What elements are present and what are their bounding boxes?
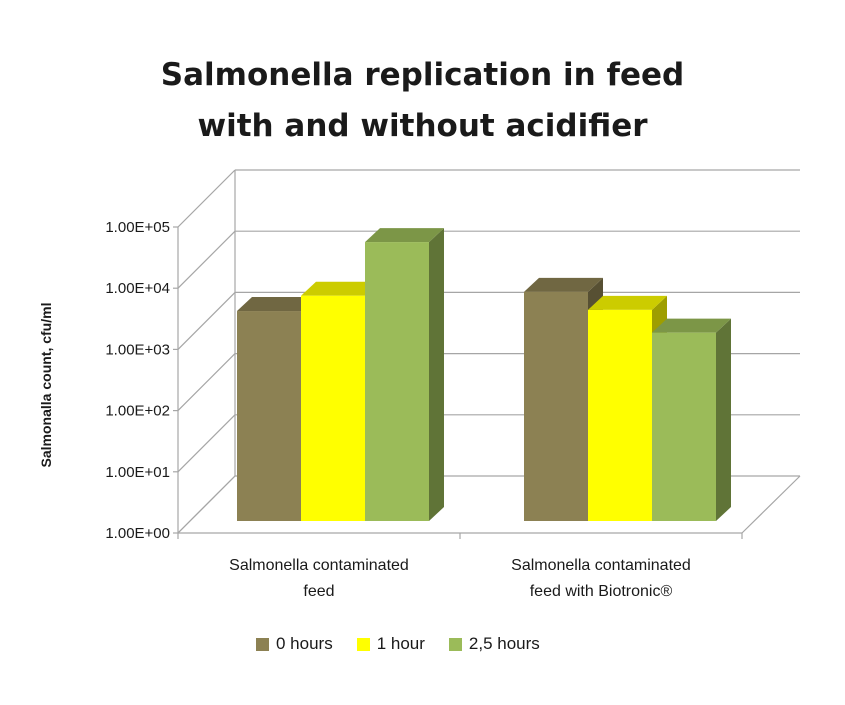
bar-side <box>429 228 444 521</box>
legend-swatch <box>356 637 370 651</box>
y-tick-label: 1.00E+02 <box>105 403 170 420</box>
x-tick-labels: Salmonella contaminated feed Salmonella co… <box>229 557 691 600</box>
bar-front <box>237 311 301 521</box>
gridline-diagonal <box>177 291 236 350</box>
chart-title-line-2: with and without acidifier <box>197 108 648 144</box>
gridline-diagonal <box>177 230 236 289</box>
y-tick-labels: 1.00E+00 1.00E+01 1.00E+02 1.00E+03 1.00E+04… <box>105 219 170 542</box>
chart-title: Salmonella replication in feed with and … <box>0 50 845 152</box>
y-tick-label: 1.00E+01 <box>105 464 170 481</box>
floor-right-edge <box>741 475 801 534</box>
x-tick-label: Salmonella contaminated <box>229 557 409 574</box>
y-tick-label: 1.00E+04 <box>105 280 170 297</box>
bar-front <box>365 242 429 521</box>
bar <box>365 228 444 521</box>
chart-title-line-1: Salmonella replication in feed <box>160 57 685 93</box>
bar-front <box>588 309 652 521</box>
legend: 0 hours 1 hour 2,5 hours <box>256 634 564 654</box>
legend-item-1-hour: 1 hour <box>356 634 425 654</box>
legend-label: 1 hour <box>376 634 425 653</box>
y-tick-label: 1.00E+00 <box>105 525 170 542</box>
bar-top <box>652 318 731 333</box>
bar-top <box>301 281 380 296</box>
legend-item-2-5-hours: 2,5 hours <box>448 634 540 654</box>
gridline-diagonal <box>177 353 236 412</box>
bar-front <box>652 332 716 521</box>
gridline-diagonal <box>177 475 236 534</box>
gridline-diagonal <box>177 414 236 473</box>
legend-label: 2,5 hours <box>468 634 540 653</box>
x-tick-label: feed with Biotronic® <box>530 583 673 600</box>
x-tick-label: Salmonella contaminated <box>511 557 691 574</box>
bar-front <box>524 291 588 521</box>
legend-swatch <box>256 637 269 651</box>
bar-top <box>365 228 444 243</box>
bar-top <box>524 277 603 292</box>
bar-front <box>301 295 365 521</box>
legend-label: 0 hours <box>276 634 333 653</box>
bar <box>652 318 731 521</box>
y-axis-label: Salmonalla count, cfu/ml <box>38 303 54 468</box>
y-tick-label: 1.00E+03 <box>105 341 170 358</box>
legend-swatch <box>448 637 462 651</box>
bars <box>237 228 731 521</box>
y-tick-label: 1.00E+05 <box>105 219 170 236</box>
legend-item-0-hours: 0 hours <box>256 634 333 654</box>
bar-top <box>588 295 667 310</box>
gridline-diagonal <box>177 169 236 228</box>
bar-side <box>716 318 731 521</box>
bar-top <box>237 297 316 312</box>
x-tick-label: feed <box>303 583 334 600</box>
